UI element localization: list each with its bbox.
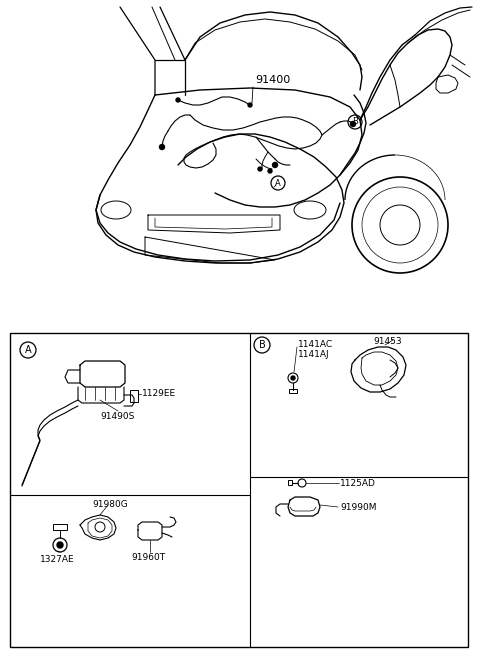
Text: 1125AD: 1125AD bbox=[340, 479, 376, 487]
Text: 91400: 91400 bbox=[255, 75, 290, 85]
Circle shape bbox=[291, 376, 295, 380]
Text: B: B bbox=[352, 117, 358, 126]
Text: 1141AJ: 1141AJ bbox=[298, 350, 330, 359]
Bar bbox=[10, 333, 468, 647]
Text: A: A bbox=[24, 345, 31, 355]
Circle shape bbox=[176, 98, 180, 102]
Text: B: B bbox=[259, 340, 265, 350]
Circle shape bbox=[273, 162, 277, 168]
Circle shape bbox=[268, 169, 272, 173]
Text: 91980G: 91980G bbox=[92, 500, 128, 509]
Circle shape bbox=[350, 121, 356, 126]
Text: 91960T: 91960T bbox=[131, 553, 165, 562]
Text: 1327AE: 1327AE bbox=[40, 555, 74, 564]
Circle shape bbox=[258, 167, 262, 171]
Circle shape bbox=[159, 145, 165, 149]
Circle shape bbox=[248, 103, 252, 107]
Bar bbox=[289, 389, 297, 393]
Circle shape bbox=[57, 542, 63, 548]
Bar bbox=[130, 390, 138, 402]
Text: 91990M: 91990M bbox=[340, 502, 376, 512]
Bar bbox=[53, 524, 67, 530]
Text: A: A bbox=[275, 179, 281, 187]
Text: 91453: 91453 bbox=[374, 337, 402, 346]
Text: 1141AC: 1141AC bbox=[298, 340, 333, 349]
Bar bbox=[288, 480, 292, 485]
Text: 1129EE: 1129EE bbox=[142, 390, 176, 398]
Text: 91490S: 91490S bbox=[101, 412, 135, 421]
